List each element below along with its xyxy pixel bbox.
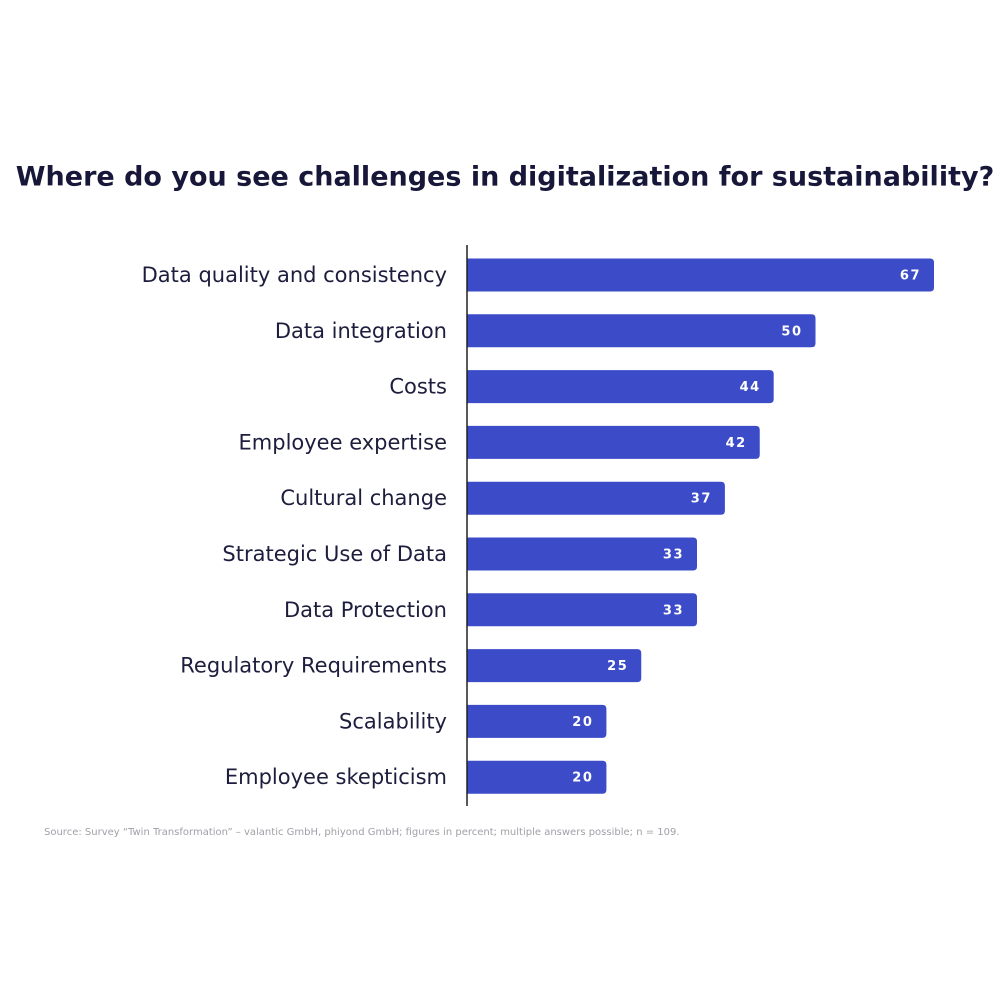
value-label: 67 bbox=[900, 269, 921, 284]
bar bbox=[467, 370, 774, 404]
bar bbox=[467, 481, 725, 515]
bar bbox=[467, 314, 816, 348]
bar bbox=[467, 258, 934, 292]
bar bbox=[467, 760, 607, 794]
category-label: Data quality and consistency bbox=[142, 263, 447, 287]
value-label: 50 bbox=[781, 324, 802, 339]
category-label: Regulatory Requirements bbox=[180, 654, 447, 678]
value-label: 44 bbox=[740, 380, 761, 395]
category-label: Data Protection bbox=[284, 598, 447, 622]
value-label: 20 bbox=[572, 715, 593, 730]
value-label: 33 bbox=[663, 548, 684, 563]
value-label: 37 bbox=[691, 492, 712, 507]
bar bbox=[467, 649, 642, 683]
bar bbox=[467, 593, 698, 627]
bar bbox=[467, 425, 760, 459]
category-label: Employee expertise bbox=[239, 430, 447, 454]
value-label: 25 bbox=[607, 659, 628, 674]
category-label: Data integration bbox=[275, 319, 447, 343]
bar bbox=[467, 704, 607, 738]
source-note: Source: Survey “Twin Transformation” – v… bbox=[44, 827, 680, 838]
category-label: Strategic Use of Data bbox=[222, 542, 447, 566]
category-label: Employee skepticism bbox=[225, 765, 447, 789]
bar bbox=[467, 537, 698, 571]
category-label: Cultural change bbox=[280, 486, 447, 510]
value-label: 42 bbox=[726, 436, 747, 451]
value-label: 33 bbox=[663, 603, 684, 618]
category-label: Scalability bbox=[339, 709, 447, 733]
chart-title: Where do you see challenges in digitaliz… bbox=[16, 162, 995, 193]
value-label: 20 bbox=[572, 771, 593, 786]
category-label: Costs bbox=[389, 375, 447, 399]
